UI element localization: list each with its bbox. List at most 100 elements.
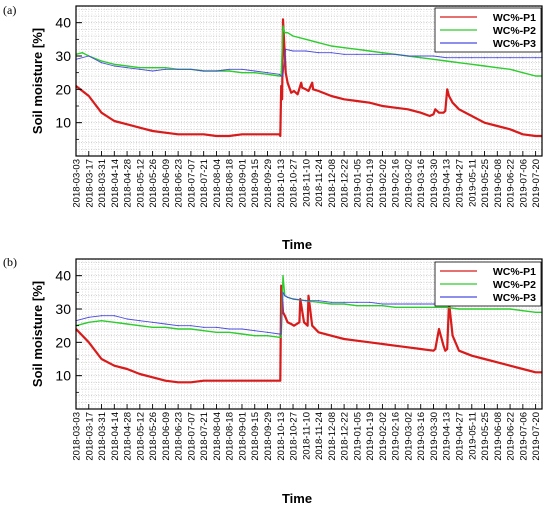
data-point — [381, 53, 384, 55]
x-tick-label: 2018-07-21 — [199, 412, 210, 461]
data-point — [496, 67, 498, 69]
data-point — [312, 88, 314, 90]
grid — [76, 259, 542, 409]
grid — [76, 6, 542, 156]
x-tick-label: 2018-06-09 — [161, 159, 172, 208]
data-point — [152, 67, 154, 69]
y-axis-label: Soil moisture [%] — [30, 281, 45, 387]
y-tick-label: 40 — [55, 15, 71, 31]
data-point — [330, 52, 332, 54]
x-tick-label: 2018-04-28 — [123, 412, 134, 461]
data-point — [278, 336, 280, 338]
data-point — [458, 308, 460, 310]
data-point — [301, 87, 303, 89]
data-point — [100, 358, 103, 360]
data-point — [254, 70, 256, 72]
x-tick-label: 2018-03-03 — [72, 412, 83, 461]
legend-label: WC%-P1 — [493, 266, 536, 278]
legend-label: WC%-P3 — [493, 292, 536, 304]
data-point — [282, 25, 284, 27]
data-point — [292, 298, 294, 300]
data-point — [254, 133, 256, 135]
x-tick-label: 2018-12-08 — [327, 159, 338, 208]
data-point — [394, 306, 396, 308]
data-point — [317, 300, 320, 302]
data-point — [303, 321, 305, 323]
data-point — [522, 310, 524, 312]
x-tick-label: 2018-05-12 — [135, 412, 146, 461]
data-point — [88, 55, 90, 57]
data-point — [228, 328, 230, 330]
data-point — [280, 333, 282, 335]
plot-frame — [75, 5, 543, 157]
data-point — [305, 50, 307, 52]
data-point — [496, 361, 498, 363]
x-tick-label: 2018-11-24 — [314, 412, 325, 460]
data-point — [203, 330, 205, 332]
x-tick-label: 2019-07-06 — [518, 412, 529, 461]
data-point — [215, 331, 218, 333]
x-tick-label: 2019-05-11 — [467, 412, 478, 460]
data-point — [509, 57, 511, 59]
data-point — [407, 55, 409, 57]
data-point — [369, 301, 371, 303]
x-tick-label: 2018-09-01 — [237, 412, 248, 461]
data-point — [307, 295, 310, 297]
data-point — [432, 55, 435, 57]
data-point — [483, 122, 486, 124]
data-point — [369, 53, 371, 55]
data-point — [203, 70, 205, 72]
x-tick-label: 2018-12-22 — [340, 412, 351, 461]
data-point — [164, 323, 166, 325]
data-point — [278, 380, 280, 382]
y-tick-label: 30 — [55, 48, 71, 64]
x-tick-label: 2018-09-01 — [237, 159, 248, 208]
data-point — [535, 371, 537, 373]
x-axis-label: Time — [282, 237, 312, 252]
data-point — [292, 35, 294, 37]
data-point — [343, 338, 345, 340]
x-tick-label: 2018-11-10 — [301, 412, 312, 460]
data-point — [369, 50, 371, 52]
x-tick-label: 2018-04-14 — [110, 412, 121, 461]
data-point — [420, 55, 422, 57]
data-point — [445, 60, 447, 62]
data-point — [152, 70, 154, 72]
data-point — [81, 52, 83, 54]
data-point — [152, 376, 154, 378]
data-point — [228, 135, 230, 137]
x-tick-label: 2018-09-29 — [263, 412, 274, 461]
data-point — [228, 68, 230, 70]
data-point — [177, 133, 179, 135]
data-point — [522, 133, 524, 135]
data-point — [285, 72, 287, 74]
data-point — [282, 18, 284, 20]
x-tick-label: 2019-03-30 — [429, 412, 440, 461]
data-point — [282, 291, 284, 293]
data-point — [100, 320, 103, 322]
data-point — [164, 326, 166, 328]
x-tick-label: 2019-06-22 — [506, 159, 517, 208]
x-tick-label: 2018-06-09 — [161, 412, 172, 461]
x-tick-label: 2018-03-31 — [97, 412, 108, 461]
data-point — [483, 358, 486, 360]
data-point — [407, 346, 409, 348]
data-point — [471, 355, 473, 357]
data-point — [177, 328, 179, 330]
data-point — [317, 90, 320, 92]
data-point — [369, 102, 371, 104]
data-point — [278, 133, 280, 135]
data-point — [266, 73, 269, 75]
data-point — [139, 325, 141, 327]
data-point — [434, 348, 436, 350]
x-tick-label: 2018-10-27 — [289, 159, 300, 208]
data-point — [509, 68, 511, 70]
x-tick-label: 2019-02-02 — [378, 159, 389, 208]
x-tick-label: 2018-12-22 — [340, 159, 351, 208]
x-tick-label: 2019-02-16 — [391, 412, 402, 461]
data-point — [152, 326, 154, 328]
x-tick-label: 2019-03-02 — [403, 412, 414, 461]
data-point — [280, 75, 282, 77]
data-point — [394, 107, 396, 109]
data-point — [290, 323, 292, 325]
